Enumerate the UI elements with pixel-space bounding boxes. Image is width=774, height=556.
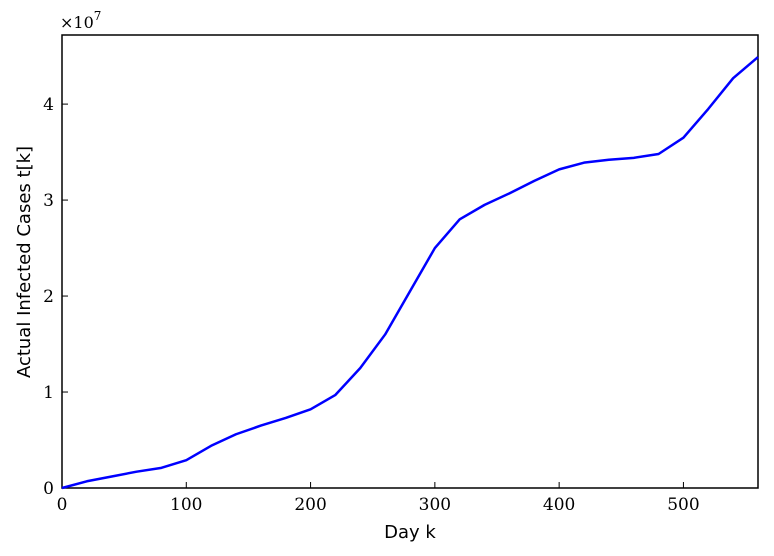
y-axis-label: Actual Infected Cases t[k] bbox=[14, 146, 35, 378]
x-tick-label: 100 bbox=[170, 495, 202, 515]
x-tick-label: 0 bbox=[57, 495, 68, 515]
y-tick-label: 2 bbox=[43, 287, 54, 307]
x-tick-label: 500 bbox=[667, 495, 699, 515]
x-axis-label: Day k bbox=[384, 522, 436, 543]
y-offset-exponent: 7 bbox=[94, 9, 102, 23]
y-tick-label: 3 bbox=[43, 191, 54, 211]
line bbox=[61, 56, 759, 490]
x-tick-label: 200 bbox=[294, 495, 326, 515]
y-tick-label: 0 bbox=[43, 479, 54, 499]
y-tick-label: 1 bbox=[43, 383, 54, 403]
y-tick-label: 4 bbox=[43, 95, 54, 115]
x-tick-label: 400 bbox=[543, 495, 575, 515]
x-tick-label: 300 bbox=[419, 495, 451, 515]
y-offset-base: ×10 bbox=[60, 13, 94, 32]
plot-frame bbox=[61, 34, 759, 489]
y-offset-label: ×107 bbox=[60, 9, 101, 32]
